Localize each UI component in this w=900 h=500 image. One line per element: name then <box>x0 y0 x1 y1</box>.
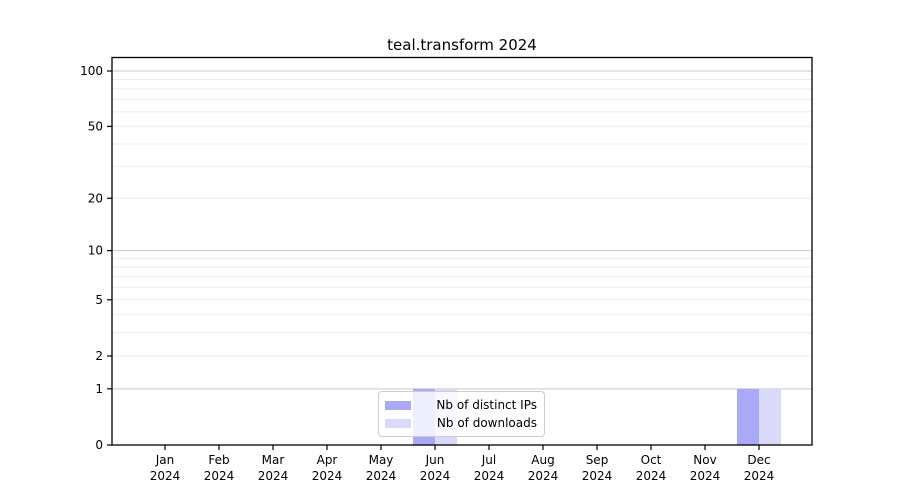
y-tick-label: 20 <box>88 191 103 205</box>
legend-item-downloads: Nb of downloads <box>385 414 537 432</box>
x-tick-label: Sep <box>586 453 609 467</box>
x-tick-label: Oct <box>641 453 662 467</box>
x-tick-year: 2024 <box>366 469 397 483</box>
x-tick-label: May <box>369 453 394 467</box>
y-tick-label: 0 <box>95 438 103 452</box>
y-tick-label: 5 <box>95 293 103 307</box>
x-tick-label: Apr <box>317 453 338 467</box>
x-tick-label: Jan <box>155 453 175 467</box>
x-tick-label: Jun <box>425 453 445 467</box>
y-tick-label: 10 <box>88 244 103 258</box>
y-tick-label: 50 <box>88 119 103 133</box>
bar-downloads <box>759 388 781 445</box>
x-tick-year: 2024 <box>690 469 721 483</box>
x-tick-label: Dec <box>747 453 770 467</box>
legend-swatch-downloads <box>385 418 411 428</box>
legend-item-distinct-ips: Nb of distinct IPs <box>385 396 537 414</box>
x-tick-year: 2024 <box>150 469 181 483</box>
bar-distinct-ips <box>737 388 759 445</box>
x-tick-label: Jul <box>481 453 496 467</box>
x-tick-label: Feb <box>208 453 229 467</box>
legend-label-distinct-ips: Nb of distinct IPs <box>436 398 537 412</box>
x-tick-year: 2024 <box>582 469 613 483</box>
chart-title: teal.transform 2024 <box>387 36 537 54</box>
x-tick-year: 2024 <box>744 469 775 483</box>
y-tick-label: 100 <box>80 64 103 78</box>
x-tick-label: Nov <box>693 453 716 467</box>
x-tick-year: 2024 <box>420 469 451 483</box>
x-tick-year: 2024 <box>204 469 235 483</box>
legend-swatch-distinct-ips <box>385 400 411 410</box>
x-tick-label: Aug <box>531 453 554 467</box>
x-tick-year: 2024 <box>312 469 343 483</box>
legend-label-downloads: Nb of downloads <box>436 416 537 430</box>
x-tick-label: Mar <box>262 453 285 467</box>
x-tick-year: 2024 <box>636 469 667 483</box>
y-tick-label: 1 <box>95 382 103 396</box>
x-tick-year: 2024 <box>474 469 505 483</box>
y-tick-label: 2 <box>95 349 103 363</box>
x-tick-year: 2024 <box>258 469 289 483</box>
legend: Nb of distinct IPs Nb of downloads <box>378 391 545 437</box>
x-tick-year: 2024 <box>528 469 559 483</box>
plot-border <box>111 56 813 446</box>
